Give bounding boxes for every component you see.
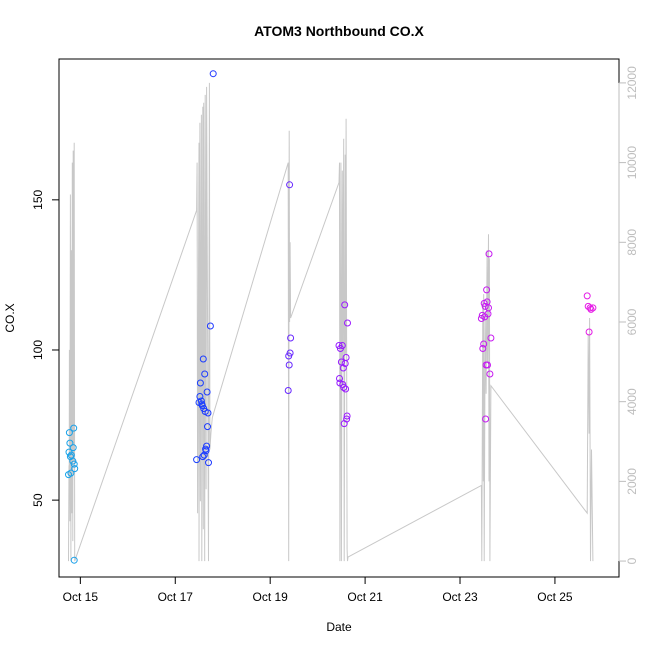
data-point (209, 70, 217, 78)
data-point (287, 334, 295, 342)
data-point (479, 345, 487, 352)
data-point (284, 387, 292, 394)
data-point (206, 322, 214, 330)
secondary-y-tick-label: 0 (625, 557, 639, 564)
data-point (203, 388, 211, 396)
data-point (487, 334, 495, 342)
data-point (286, 349, 294, 357)
data-point (586, 304, 594, 312)
x-tick-label: Oct 25 (537, 590, 573, 604)
data-point (70, 556, 78, 564)
data-point (336, 375, 343, 382)
data-point (343, 415, 351, 423)
data-point (486, 370, 494, 378)
series-line-path (68, 82, 594, 562)
data-point (285, 361, 293, 369)
data-point (477, 315, 485, 322)
data-point (66, 439, 74, 447)
data-point (69, 444, 77, 452)
data-point (339, 364, 347, 372)
x-tick-label: Oct 23 (442, 590, 478, 604)
data-point (340, 384, 348, 391)
data-point (342, 385, 350, 393)
data-point (480, 340, 488, 348)
data-point (585, 328, 593, 336)
data-point (202, 447, 210, 455)
data-point (342, 354, 350, 361)
data-point (70, 424, 78, 432)
data-point (201, 370, 209, 378)
data-point (484, 361, 491, 369)
secondary-y-tick-label: 4000 (625, 388, 639, 415)
series-line (68, 82, 594, 562)
x-tick-label: Oct 19 (253, 590, 289, 604)
data-point (341, 301, 349, 309)
data-point (286, 181, 294, 189)
data-point (193, 456, 201, 464)
data-point (583, 292, 591, 300)
data-point (589, 304, 597, 312)
data-point (199, 355, 207, 363)
data-point (338, 342, 346, 349)
data-point (482, 415, 490, 423)
y-axis-label: CO.X (3, 303, 17, 332)
data-point (483, 286, 491, 294)
secondary-y-tick-label: 6000 (625, 308, 639, 335)
x-axis: Oct 15 Oct 17 Oct 19 Oct 21 Oct 23 Oct 25 (63, 576, 573, 604)
data-point (197, 397, 205, 405)
secondary-y-tick-label: 10000 (625, 146, 639, 180)
data-point (344, 319, 351, 327)
data-point (204, 423, 211, 431)
data-point (199, 453, 207, 461)
data-point (196, 379, 204, 387)
data-point (205, 459, 212, 467)
y-tick-label: 100 (31, 340, 45, 360)
data-point (71, 465, 79, 473)
data-point (203, 442, 211, 450)
y-axis: 50 100 150 (31, 190, 60, 507)
secondary-y-tick-label: 2000 (625, 468, 639, 495)
data-point (196, 393, 204, 400)
x-tick-label: Oct 21 (347, 590, 383, 604)
data-point (485, 250, 493, 258)
secondary-y-tick-label: 8000 (625, 229, 639, 256)
data-point (485, 304, 492, 312)
data-point (70, 460, 78, 468)
data-point (481, 302, 489, 310)
data-point (67, 469, 75, 477)
x-tick-label: Oct 15 (63, 590, 99, 604)
data-point (337, 358, 345, 366)
secondary-y-tick-label: 12000 (625, 66, 639, 100)
y-tick-label: 50 (31, 493, 45, 507)
data-point (343, 412, 351, 420)
data-point (65, 429, 73, 437)
y-tick-label: 150 (31, 190, 45, 210)
secondary-y-axis: 0 2000 4000 6000 8000 10000 12000 (618, 66, 639, 564)
x-axis-label: Date (326, 620, 352, 634)
data-points (65, 70, 597, 564)
data-point (587, 305, 595, 313)
data-point (204, 409, 212, 417)
chart-title: ATOM3 Northbound CO.X (254, 23, 424, 39)
x-tick-label: Oct 17 (158, 590, 194, 604)
